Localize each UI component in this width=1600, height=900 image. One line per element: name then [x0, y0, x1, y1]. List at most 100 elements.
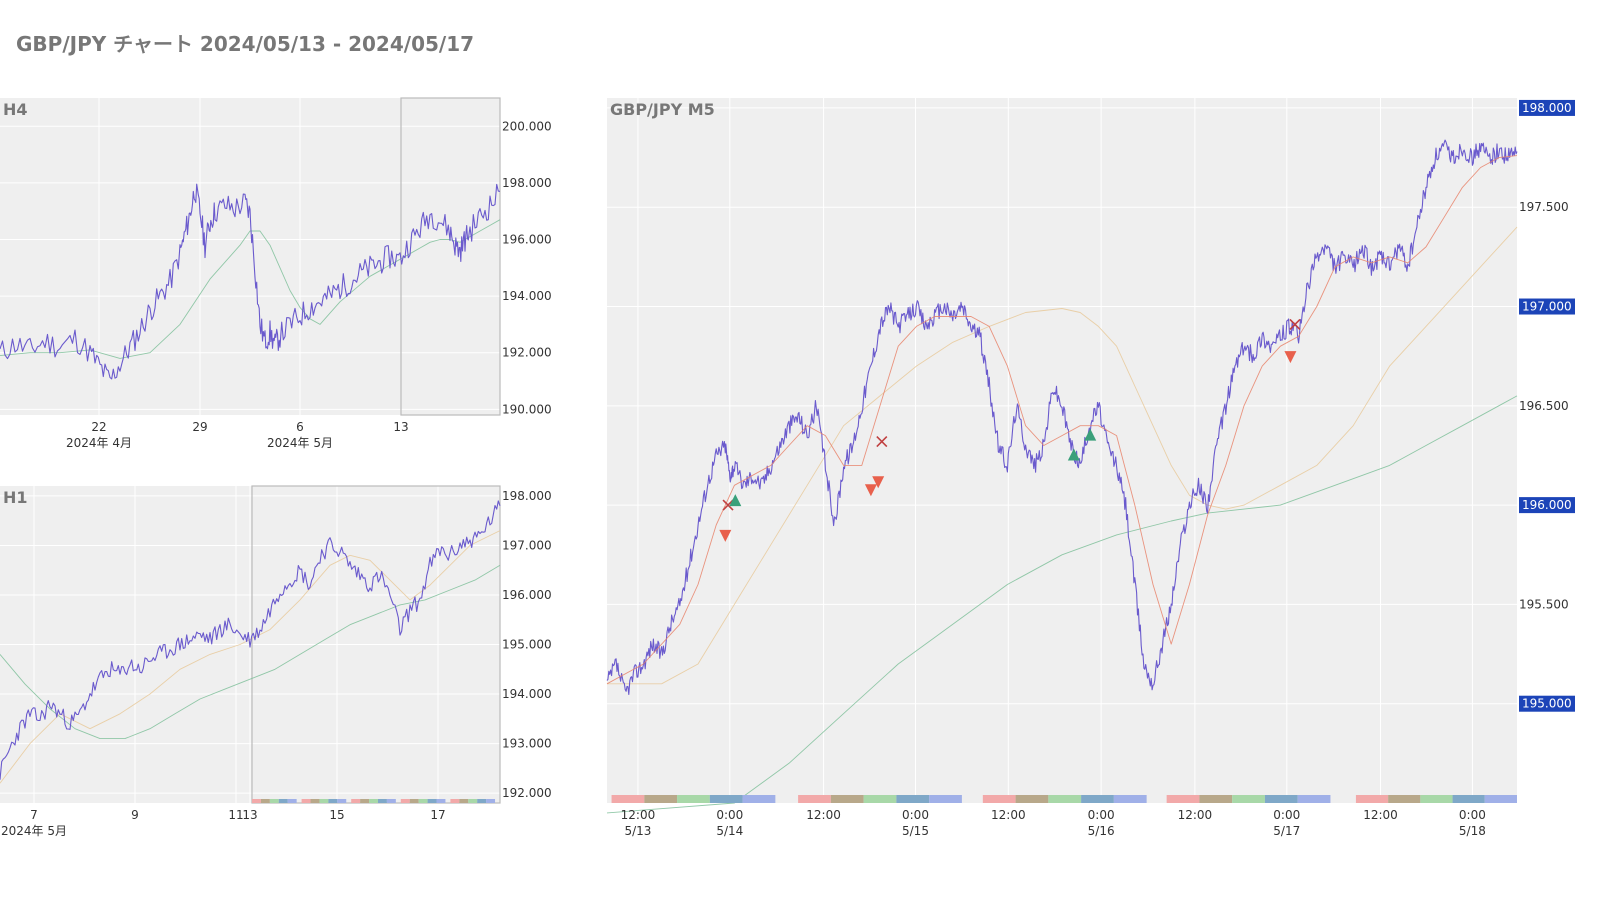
h1-session-segment — [360, 799, 370, 803]
m5-session-segment — [1297, 795, 1331, 803]
h4-ytick-label: 198.000 — [502, 176, 552, 190]
h1-ytick-label: 193.000 — [502, 737, 552, 751]
h1-xtick-label: 9 — [131, 808, 139, 822]
h1-xtick-label: 11 — [228, 808, 243, 822]
h1-session-segment — [486, 799, 496, 803]
m5-ytick-badge — [1519, 298, 1575, 315]
m5-xtick-label: 12:00 — [621, 808, 656, 822]
m5-exit-marker — [876, 435, 888, 448]
m5-session-segment — [1081, 795, 1114, 803]
m5-xtick-sublabel: 5/14 — [716, 824, 743, 838]
m5-session-segment — [611, 795, 645, 803]
page-title: GBP/JPY チャート 2024/05/13 - 2024/05/17 — [16, 32, 475, 56]
h1-session-segment — [260, 799, 270, 803]
m5-xtick-sublabel: 5/15 — [902, 824, 929, 838]
m5-sell-marker — [719, 529, 732, 542]
h1-xtick-label: 17 — [430, 808, 445, 822]
m5-xtick-label: 0:00 — [1088, 808, 1115, 822]
m5-xtick-label: 0:00 — [902, 808, 929, 822]
h1-ytick-label: 192.000 — [502, 786, 552, 800]
m5-session-segment — [1452, 795, 1485, 803]
m5-exit-marker — [722, 499, 734, 511]
m5-exit-marker — [1289, 318, 1301, 330]
h4-xtick-label: 13 — [393, 420, 408, 434]
h1-ytick-label: 196.000 — [502, 588, 552, 602]
h1-session-segment — [337, 799, 347, 803]
m5-panel-title: GBP/JPY M5 — [610, 100, 715, 119]
m5-xtick-sublabel: 5/17 — [1273, 824, 1300, 838]
m5-ytick-badge — [1519, 497, 1575, 514]
m5-sell-marker — [864, 484, 877, 497]
h1-session-segment — [409, 799, 419, 803]
m5-ytick-label: 197.500 — [1519, 200, 1569, 214]
m5-ytick-badge — [1519, 99, 1575, 116]
m5-xtick-label: 12:00 — [1363, 808, 1398, 822]
h1-session-segment — [427, 799, 437, 803]
h1-session-segment — [386, 799, 396, 803]
m5-ytick-badge — [1519, 695, 1575, 712]
m5-xtick-sublabel: 5/13 — [624, 824, 651, 838]
h1-ytick-label: 198.000 — [502, 489, 552, 503]
h1-session-segment — [468, 799, 478, 803]
h4-xtick-label: 22 — [91, 420, 106, 434]
h4-xtick-sublabel: 2024年 4月 — [66, 436, 132, 450]
m5-xtick-label: 0:00 — [1459, 808, 1486, 822]
m5-series-ma-mid — [607, 226, 1518, 685]
m5-session-segment — [709, 795, 743, 803]
h1-session-segment — [310, 799, 320, 803]
m5-ytick-label: 197.000 — [1522, 300, 1572, 314]
m5-series-ma-long — [606, 395, 1518, 814]
m5-session-segment — [1484, 795, 1517, 803]
h1-session-segment — [377, 799, 387, 803]
m5-xtick-label: 0:00 — [716, 808, 743, 822]
h1-session-segment — [287, 799, 297, 803]
h4-ytick-label: 196.000 — [502, 233, 552, 247]
m5-session-segment — [644, 795, 678, 803]
h1-series-ma-long — [0, 564, 501, 740]
h1-session-segment — [459, 799, 469, 803]
h1-ytick-label: 197.000 — [502, 538, 552, 552]
m5-session-segment — [798, 795, 831, 803]
m5-session-segment — [1264, 795, 1298, 803]
h1-session-segment — [450, 799, 460, 803]
m5-session-segment — [863, 795, 897, 803]
h1-session-segment — [301, 799, 311, 803]
m5-series-ma-short — [606, 155, 1518, 685]
h1-session-segment — [319, 799, 329, 803]
m5-series-price — [606, 139, 1518, 695]
h1-xtick-label: 13 — [242, 808, 257, 822]
h1-session-segment — [369, 799, 378, 803]
h1-xtick-sublabel: 2024年 5月 — [1, 824, 67, 838]
h1-chart[interactable]: 192.000 193.000 194.000 195.000 196.000 197.0… — [0, 478, 560, 838]
h4-chart[interactable]: 190.000 192.000 194.000 196.000 198.000 200.0… — [0, 90, 560, 450]
m5-xtick-sublabel: 5/16 — [1088, 824, 1115, 838]
h4-ytick-label: 200.000 — [502, 119, 552, 133]
m5-session-segment — [1199, 795, 1233, 803]
h1-session-segment — [328, 799, 338, 803]
m5-session-segment — [1113, 795, 1147, 803]
m5-chart[interactable]: 195.000 195.500 196.000 196.500 197.000 197.5… — [600, 90, 1580, 850]
h1-ytick-label: 195.000 — [502, 638, 552, 652]
h4-xtick-sublabel: 2024年 5月 — [267, 436, 333, 450]
m5-ytick-label: 195.000 — [1522, 697, 1572, 711]
h1-series-ma-mid — [0, 530, 501, 784]
h1-session-segment — [400, 799, 410, 803]
m5-xtick-label: 12:00 — [806, 808, 841, 822]
h1-xtick-label: 15 — [329, 808, 344, 822]
m5-buy-marker — [729, 494, 742, 507]
m5-xtick-sublabel: 5/18 — [1459, 824, 1486, 838]
m5-session-segment — [742, 795, 776, 803]
h1-ytick-label: 194.000 — [502, 687, 552, 701]
m5-ytick-label: 198.000 — [1522, 101, 1572, 115]
h4-ytick-label: 194.000 — [502, 289, 552, 303]
h1-series-price — [0, 500, 501, 780]
h1-xtick-label: 7 — [30, 808, 38, 822]
h4-panel-title: H4 — [3, 100, 28, 119]
m5-session-segment — [896, 795, 930, 803]
h1-session-segment — [351, 799, 361, 803]
m5-sell-marker — [1284, 351, 1297, 364]
m5-session-segment — [929, 795, 962, 803]
m5-plot-area — [607, 98, 1517, 803]
h1-session-segment — [418, 799, 428, 803]
m5-xtick-label: 12:00 — [1178, 808, 1213, 822]
